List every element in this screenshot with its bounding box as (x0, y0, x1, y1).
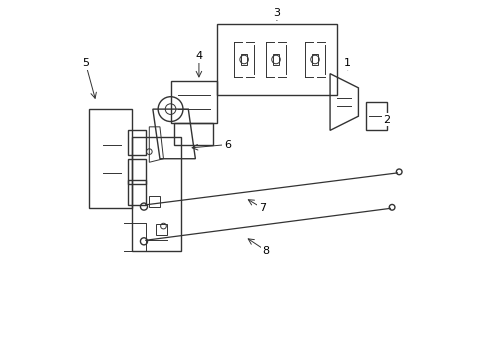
Text: 4: 4 (196, 51, 202, 61)
Text: 3: 3 (273, 8, 280, 18)
Text: 5: 5 (82, 58, 89, 68)
Text: 1: 1 (344, 58, 351, 68)
Text: 7: 7 (259, 203, 266, 213)
Text: 2: 2 (383, 115, 391, 125)
Text: 6: 6 (224, 140, 231, 149)
Text: 8: 8 (263, 246, 270, 256)
